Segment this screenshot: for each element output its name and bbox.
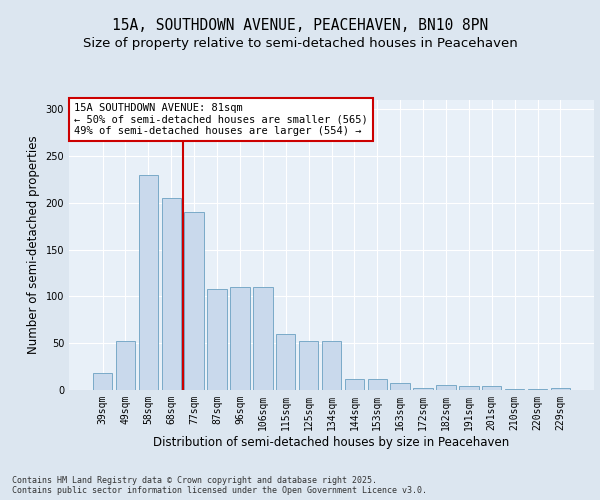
- Bar: [391, 382, 410, 390]
- Text: Contains HM Land Registry data © Crown copyright and database right 2025.
Contai: Contains HM Land Registry data © Crown c…: [12, 476, 427, 495]
- Bar: [184, 212, 204, 390]
- Bar: [116, 342, 135, 390]
- Bar: [368, 379, 387, 390]
- Bar: [161, 198, 181, 390]
- Bar: [528, 389, 547, 390]
- Bar: [482, 386, 502, 390]
- Bar: [413, 388, 433, 390]
- Bar: [344, 379, 364, 390]
- Bar: [459, 386, 479, 390]
- Bar: [230, 287, 250, 390]
- Bar: [276, 334, 295, 390]
- Bar: [253, 287, 272, 390]
- Text: 15A, SOUTHDOWN AVENUE, PEACEHAVEN, BN10 8PN: 15A, SOUTHDOWN AVENUE, PEACEHAVEN, BN10 …: [112, 18, 488, 32]
- X-axis label: Distribution of semi-detached houses by size in Peacehaven: Distribution of semi-detached houses by …: [154, 436, 509, 448]
- Bar: [551, 388, 570, 390]
- Bar: [505, 389, 524, 390]
- Bar: [93, 373, 112, 390]
- Bar: [299, 342, 319, 390]
- Bar: [322, 342, 341, 390]
- Text: 15A SOUTHDOWN AVENUE: 81sqm
← 50% of semi-detached houses are smaller (565)
49% : 15A SOUTHDOWN AVENUE: 81sqm ← 50% of sem…: [74, 103, 368, 136]
- Bar: [208, 289, 227, 390]
- Bar: [139, 175, 158, 390]
- Bar: [436, 386, 455, 390]
- Y-axis label: Number of semi-detached properties: Number of semi-detached properties: [27, 136, 40, 354]
- Text: Size of property relative to semi-detached houses in Peacehaven: Size of property relative to semi-detach…: [83, 38, 517, 51]
